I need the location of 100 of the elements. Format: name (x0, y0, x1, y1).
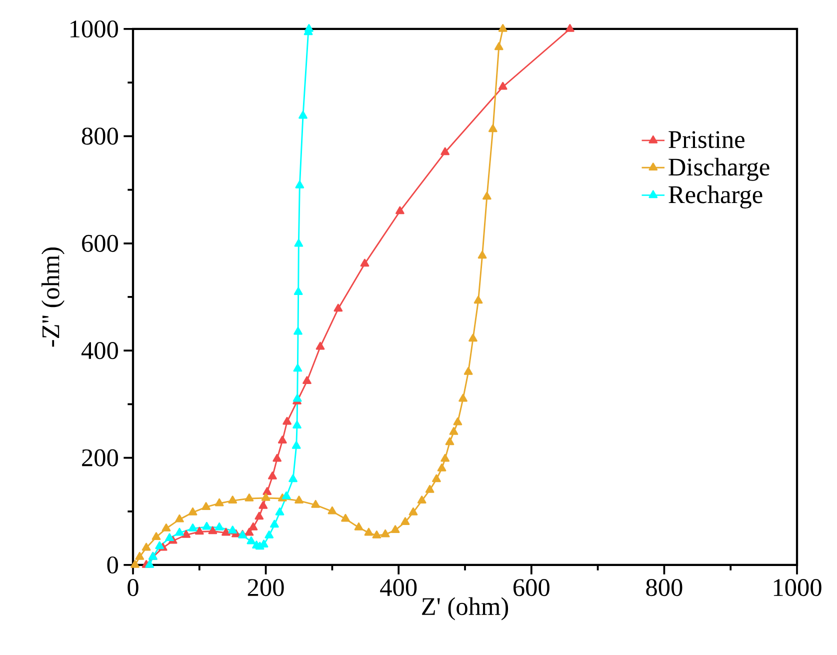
point (354, 522, 364, 530)
point (244, 494, 254, 502)
point (292, 394, 302, 402)
point (282, 491, 291, 500)
point (440, 454, 450, 462)
point (162, 524, 171, 532)
point (458, 394, 468, 402)
point (295, 180, 304, 188)
point (311, 500, 320, 508)
point (425, 484, 434, 493)
point (390, 525, 400, 534)
point (468, 334, 478, 342)
point (334, 304, 343, 312)
point (372, 530, 382, 538)
point (294, 238, 304, 247)
x-tick-label: 1000 (774, 579, 822, 596)
y-tick-label: 200 (82, 449, 118, 466)
point (214, 522, 224, 530)
point (478, 250, 487, 259)
y-tick-label: 1000 (70, 20, 118, 38)
point (188, 524, 198, 532)
point (304, 24, 314, 32)
x-tick-label: 0 (128, 579, 138, 596)
y-tick-label: 400 (81, 342, 118, 360)
point (360, 258, 370, 267)
point (202, 522, 212, 530)
point (188, 507, 198, 516)
point (341, 514, 350, 522)
point (474, 296, 483, 304)
point (272, 454, 282, 462)
point (400, 517, 410, 525)
point (175, 528, 184, 536)
point (292, 420, 302, 428)
x-tick-label: 800 (646, 579, 682, 596)
point (482, 192, 492, 200)
point (449, 427, 458, 435)
point (268, 472, 277, 480)
point (328, 506, 337, 514)
point (294, 287, 303, 296)
point (202, 502, 210, 510)
point (264, 530, 274, 538)
x-tick-label: 600 (513, 579, 550, 596)
point (396, 206, 404, 214)
point (244, 528, 254, 536)
point (262, 487, 272, 495)
legend-label: Pristine (668, 131, 744, 148)
point (408, 507, 418, 516)
y-tick-label: 600 (82, 234, 118, 252)
point (208, 526, 218, 534)
point (194, 526, 204, 535)
y-tick-label: 0 (107, 556, 118, 574)
point (432, 474, 441, 482)
point (175, 514, 184, 522)
point (248, 522, 258, 530)
point (152, 532, 161, 540)
point (135, 552, 144, 560)
point (294, 496, 304, 504)
point (145, 560, 154, 568)
point (302, 376, 312, 384)
point (246, 536, 256, 544)
point (270, 520, 279, 528)
point (380, 529, 390, 538)
point (464, 367, 473, 375)
legend-label: Discharge (668, 158, 770, 181)
point (282, 416, 292, 425)
point (261, 492, 270, 501)
point (142, 542, 151, 551)
point (222, 528, 230, 536)
point (165, 533, 174, 542)
point (228, 496, 238, 504)
point (288, 474, 298, 482)
point (254, 512, 264, 520)
point (498, 24, 508, 32)
x-tick-label: 400 (380, 579, 417, 596)
point (565, 24, 574, 32)
y-axis-title: -Z'' (ohm) (42, 247, 64, 347)
point (494, 42, 504, 50)
point (214, 498, 224, 506)
point (440, 147, 450, 156)
point (294, 326, 302, 335)
point (417, 496, 426, 504)
point (298, 110, 308, 119)
point (182, 530, 191, 538)
point (364, 528, 374, 536)
point (316, 342, 325, 350)
point (453, 417, 462, 426)
point (488, 124, 498, 132)
x-tick-label: 200 (248, 579, 284, 596)
point (155, 541, 164, 550)
legend-label: Recharge (668, 185, 762, 208)
point (228, 526, 238, 534)
point (293, 364, 302, 372)
point (275, 507, 284, 516)
y-tick-label: 800 (82, 128, 118, 145)
point (130, 560, 140, 568)
point (292, 440, 301, 449)
x-axis-title: Z' (ohm) (422, 597, 508, 620)
point (278, 436, 287, 444)
point (498, 82, 508, 90)
point (445, 437, 454, 446)
